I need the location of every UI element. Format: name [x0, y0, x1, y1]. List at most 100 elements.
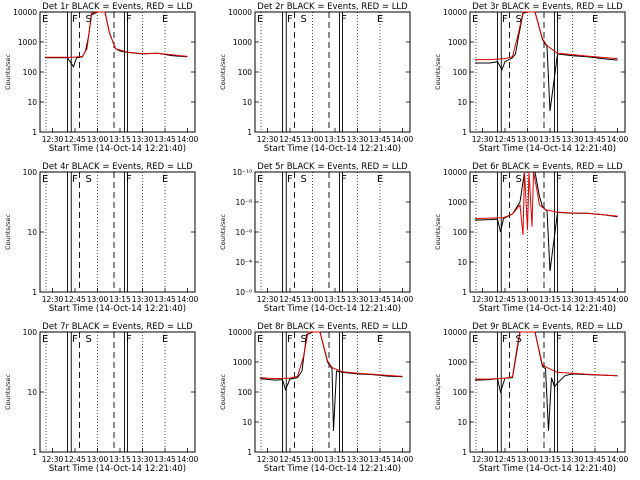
y-tick-label: 1 — [32, 288, 37, 297]
x-tick-label: 13:30 — [132, 295, 154, 304]
y-axis-label: Counts/sec — [219, 54, 227, 90]
interval-marker-label: F — [72, 334, 78, 345]
interval-marker-label: F — [126, 334, 132, 345]
y-tick-label: 10⁻¹⁰ — [232, 168, 252, 177]
x-axis-label: Start Time (14-Oct-14 12:21:40) — [49, 464, 186, 474]
interval-marker-label: S — [86, 14, 92, 25]
interval-marker-label: E — [377, 334, 383, 345]
interval-marker-label: F — [287, 14, 293, 25]
x-tick-label: 12:30 — [257, 455, 279, 464]
y-tick-label: 10000 — [228, 8, 252, 17]
interval-marker-label: E — [257, 14, 263, 25]
y-tick-label: 1000 — [448, 358, 467, 367]
y-tick-label: 100 — [453, 388, 468, 397]
y-tick-label: 1 — [32, 128, 37, 137]
chart-title: Det 6r BLACK = Events, RED = LLD — [472, 162, 623, 172]
x-tick-label: 14:00 — [392, 455, 414, 464]
interval-marker-label: E — [42, 174, 48, 185]
y-tick-label: 1000 — [233, 38, 252, 47]
plot-frame — [254, 11, 411, 133]
y-tick-label: 10 — [457, 418, 467, 427]
x-tick-label: 12:45 — [279, 455, 301, 464]
plot-frame — [39, 11, 196, 133]
y-tick-label: 1000 — [233, 358, 252, 367]
x-axis-label: Start Time (14-Oct-14 12:21:40) — [479, 464, 616, 474]
y-tick-label: 10⁻⁸ — [235, 198, 252, 207]
chart-title: Det 8r BLACK = Events, RED = LLD — [257, 322, 408, 332]
x-tick-label: 12:45 — [494, 295, 516, 304]
x-tick-label: 13:00 — [302, 295, 324, 304]
x-tick-label: 13:45 — [154, 295, 176, 304]
plot-frame — [254, 171, 411, 293]
interval-marker-label: S — [301, 14, 307, 25]
y-tick-label: 1 — [247, 128, 252, 137]
y-tick-label: 10⁻⁰ — [235, 288, 252, 297]
x-tick-label: 13:30 — [562, 295, 584, 304]
events-series-line — [475, 11, 618, 112]
interval-marker-label: E — [472, 334, 478, 345]
x-tick-label: 14:00 — [177, 455, 199, 464]
interval-marker-label: F — [502, 334, 508, 345]
events-series-line — [259, 331, 403, 432]
interval-marker-label: F — [502, 174, 508, 185]
x-tick-label: 14:00 — [177, 135, 199, 144]
chart-panel-3: Det 3r BLACK = Events, RED = LLD 1 10 100 10… — [434, 2, 629, 154]
y-tick-label: 10000 — [443, 8, 467, 17]
x-axis-label: Start Time (14-Oct-14 12:21:40) — [264, 144, 401, 154]
interval-marker-label: F — [341, 174, 347, 185]
x-tick-label: 13:45 — [584, 295, 606, 304]
y-tick-label: 10000 — [443, 328, 467, 337]
x-tick-label: 12:30 — [472, 135, 494, 144]
interval-marker-label: F — [341, 334, 347, 345]
y-tick-label: 100 — [23, 328, 38, 337]
chart-title: Det 3r BLACK = Events, RED = LLD — [472, 2, 623, 12]
interval-marker-label: F — [556, 14, 562, 25]
x-tick-label: 12:30 — [472, 455, 494, 464]
x-tick-label: 13:00 — [517, 135, 539, 144]
y-tick-label: 10000 — [13, 8, 37, 17]
y-tick-label: 100 — [23, 68, 38, 77]
x-tick-label: 13:45 — [154, 135, 176, 144]
chart-title: Det 1r BLACK = Events, RED = LLD — [42, 2, 193, 12]
interval-marker-label: F — [126, 14, 132, 25]
x-tick-label: 13:00 — [302, 455, 324, 464]
interval-marker-label: S — [86, 334, 92, 345]
y-tick-label: 100 — [238, 68, 253, 77]
y-tick-label: 10 — [457, 98, 467, 107]
x-tick-label: 13:30 — [347, 295, 369, 304]
chart-panel-7: Det 7r BLACK = Events, RED = LLD 1 10 100 Co… — [4, 322, 199, 474]
x-tick-label: 12:45 — [64, 295, 86, 304]
chart-title: Det 4r BLACK = Events, RED = LLD — [42, 162, 193, 172]
x-tick-label: 13:15 — [539, 135, 561, 144]
x-tick-label: 13:00 — [302, 135, 324, 144]
interval-marker-label: E — [472, 174, 478, 185]
y-tick-label: 1000 — [448, 38, 467, 47]
x-tick-label: 14:00 — [607, 295, 629, 304]
x-tick-label: 13:15 — [539, 455, 561, 464]
interval-marker-label: E — [377, 174, 383, 185]
x-axis-label: Start Time (14-Oct-14 12:21:40) — [49, 144, 186, 154]
y-tick-label: 100 — [453, 68, 468, 77]
x-tick-label: 12:30 — [42, 295, 64, 304]
plot-frame — [39, 171, 196, 293]
interval-marker-label: F — [72, 174, 78, 185]
x-tick-label: 14:00 — [177, 295, 199, 304]
interval-marker-label: S — [516, 14, 522, 25]
x-tick-label: 13:15 — [109, 295, 131, 304]
interval-marker-label: S — [301, 334, 307, 345]
x-tick-label: 13:15 — [109, 455, 131, 464]
y-tick-label: 10 — [27, 228, 37, 237]
x-tick-label: 13:30 — [562, 455, 584, 464]
y-tick-label: 10000 — [443, 168, 467, 177]
x-tick-label: 12:45 — [494, 135, 516, 144]
x-axis-label: Start Time (14-Oct-14 12:21:40) — [264, 464, 401, 474]
x-tick-label: 13:30 — [132, 135, 154, 144]
interval-marker-label: E — [162, 174, 168, 185]
x-tick-label: 14:00 — [392, 135, 414, 144]
interval-marker-label: F — [287, 334, 293, 345]
interval-marker-label: E — [592, 334, 598, 345]
x-tick-label: 13:15 — [324, 455, 346, 464]
events-series-line — [474, 331, 618, 432]
y-axis-label: Counts/sec — [219, 374, 227, 410]
interval-marker-label: E — [592, 174, 598, 185]
